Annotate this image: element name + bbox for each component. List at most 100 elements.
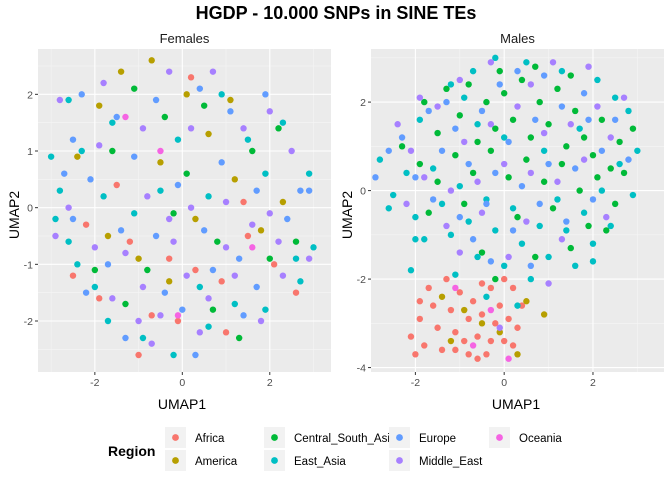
data-point-europe — [78, 91, 85, 98]
data-point-east-asia — [91, 283, 99, 291]
data-point-central-south-asia — [523, 156, 530, 163]
data-point-east-asia — [170, 351, 177, 359]
data-point-east-asia — [279, 119, 287, 126]
data-point-africa — [222, 329, 230, 336]
data-point-europe — [87, 176, 94, 183]
data-point-america — [183, 91, 190, 98]
y-tick-label: 0 — [360, 186, 366, 198]
data-point-europe — [284, 215, 291, 223]
data-point-central-south-asia — [545, 121, 552, 128]
data-point-europe — [509, 227, 517, 234]
legend-swatch — [172, 434, 179, 441]
data-point-east-asia — [205, 193, 212, 200]
data-point-africa — [113, 181, 120, 189]
data-point-east-asia — [598, 187, 606, 194]
y-axis-title-females: UMAP2 — [6, 191, 22, 239]
data-point-africa — [465, 351, 472, 358]
legend-label: Europe — [419, 433, 456, 445]
data-point-east-asia — [196, 283, 204, 291]
data-point-africa — [514, 324, 521, 331]
data-point-europe — [61, 170, 68, 177]
data-point-middle-east — [157, 312, 164, 319]
data-point-east-asia — [616, 160, 623, 168]
legend-swatch — [396, 457, 403, 464]
data-point-east-asia — [74, 261, 81, 268]
data-point-central-south-asia — [629, 125, 637, 132]
data-point-east-asia — [305, 170, 313, 177]
data-point-central-south-asia — [144, 266, 151, 274]
data-point-africa — [518, 302, 526, 309]
data-point-east-asia — [492, 227, 499, 234]
data-point-america — [231, 176, 238, 183]
data-point-europe — [429, 196, 437, 203]
data-point-europe — [200, 227, 208, 234]
data-point-europe — [192, 351, 199, 359]
y-axis-title-males: UMAP2 — [339, 191, 355, 239]
data-point-east-asia — [65, 238, 72, 245]
y-tick-label: -2 — [24, 316, 33, 328]
data-point-central-south-asia — [589, 151, 597, 159]
chart-title: HGDP - 10.000 SNPs in SINE TEs — [196, 3, 477, 23]
panel-males: Males -2 0 2 -4 -2 0 2 — [357, 29, 664, 389]
data-point-africa — [474, 333, 481, 340]
data-point-europe — [487, 258, 495, 265]
data-point-east-asia — [500, 262, 508, 270]
data-point-middle-east — [109, 295, 116, 302]
data-point-europe — [580, 90, 588, 97]
data-point-middle-east — [122, 249, 129, 257]
legend-label: America — [195, 456, 238, 468]
data-point-europe — [563, 218, 570, 225]
data-point-central-south-asia — [91, 266, 99, 274]
data-point-europe — [69, 136, 77, 143]
data-point-africa — [270, 261, 278, 268]
data-point-middle-east — [416, 94, 424, 101]
data-point-east-asia — [65, 96, 72, 104]
data-point-europe — [196, 85, 204, 92]
data-point-east-asia — [412, 236, 419, 243]
data-point-europe — [558, 103, 566, 110]
data-point-africa — [452, 346, 459, 354]
data-point-central-south-asia — [518, 76, 526, 84]
data-point-africa — [240, 198, 247, 206]
legend-swatch — [271, 457, 278, 464]
data-point-east-asia — [262, 306, 269, 313]
data-point-europe — [527, 262, 535, 270]
strip-background — [371, 29, 664, 49]
data-point-america — [447, 337, 455, 345]
data-point-oceania — [249, 244, 256, 251]
data-point-africa — [505, 315, 512, 323]
data-point-africa — [509, 284, 517, 292]
data-point-middle-east — [527, 169, 535, 177]
data-point-europe — [589, 196, 597, 203]
data-point-oceania — [452, 284, 459, 292]
legend-title: Region — [108, 443, 155, 459]
data-point-east-asia — [545, 253, 552, 261]
data-point-middle-east — [407, 147, 415, 154]
data-point-east-asia — [56, 187, 64, 194]
data-point-europe — [372, 174, 379, 181]
strip-label: Females — [160, 31, 210, 46]
data-point-middle-east — [65, 204, 72, 211]
data-point-middle-east — [540, 129, 548, 137]
strip-label: Males — [500, 31, 535, 46]
data-point-america — [227, 96, 234, 104]
data-point-middle-east — [487, 59, 495, 66]
data-point-america — [192, 215, 199, 223]
data-point-middle-east — [100, 79, 107, 87]
data-point-east-asia — [447, 81, 455, 88]
data-point-europe — [536, 200, 543, 208]
data-point-east-asia — [527, 275, 535, 283]
data-point-middle-east — [56, 96, 64, 104]
data-point-america — [157, 159, 164, 166]
data-point-africa — [165, 255, 173, 262]
data-point-east-asia — [47, 153, 55, 160]
data-point-europe — [572, 165, 579, 172]
data-point-europe — [412, 174, 419, 181]
data-point-central-south-asia — [536, 98, 543, 106]
data-point-america — [514, 351, 521, 358]
strip-background — [38, 29, 331, 49]
data-point-east-asia — [500, 134, 508, 141]
data-point-east-asia — [131, 210, 138, 217]
data-point-central-south-asia — [469, 169, 477, 177]
